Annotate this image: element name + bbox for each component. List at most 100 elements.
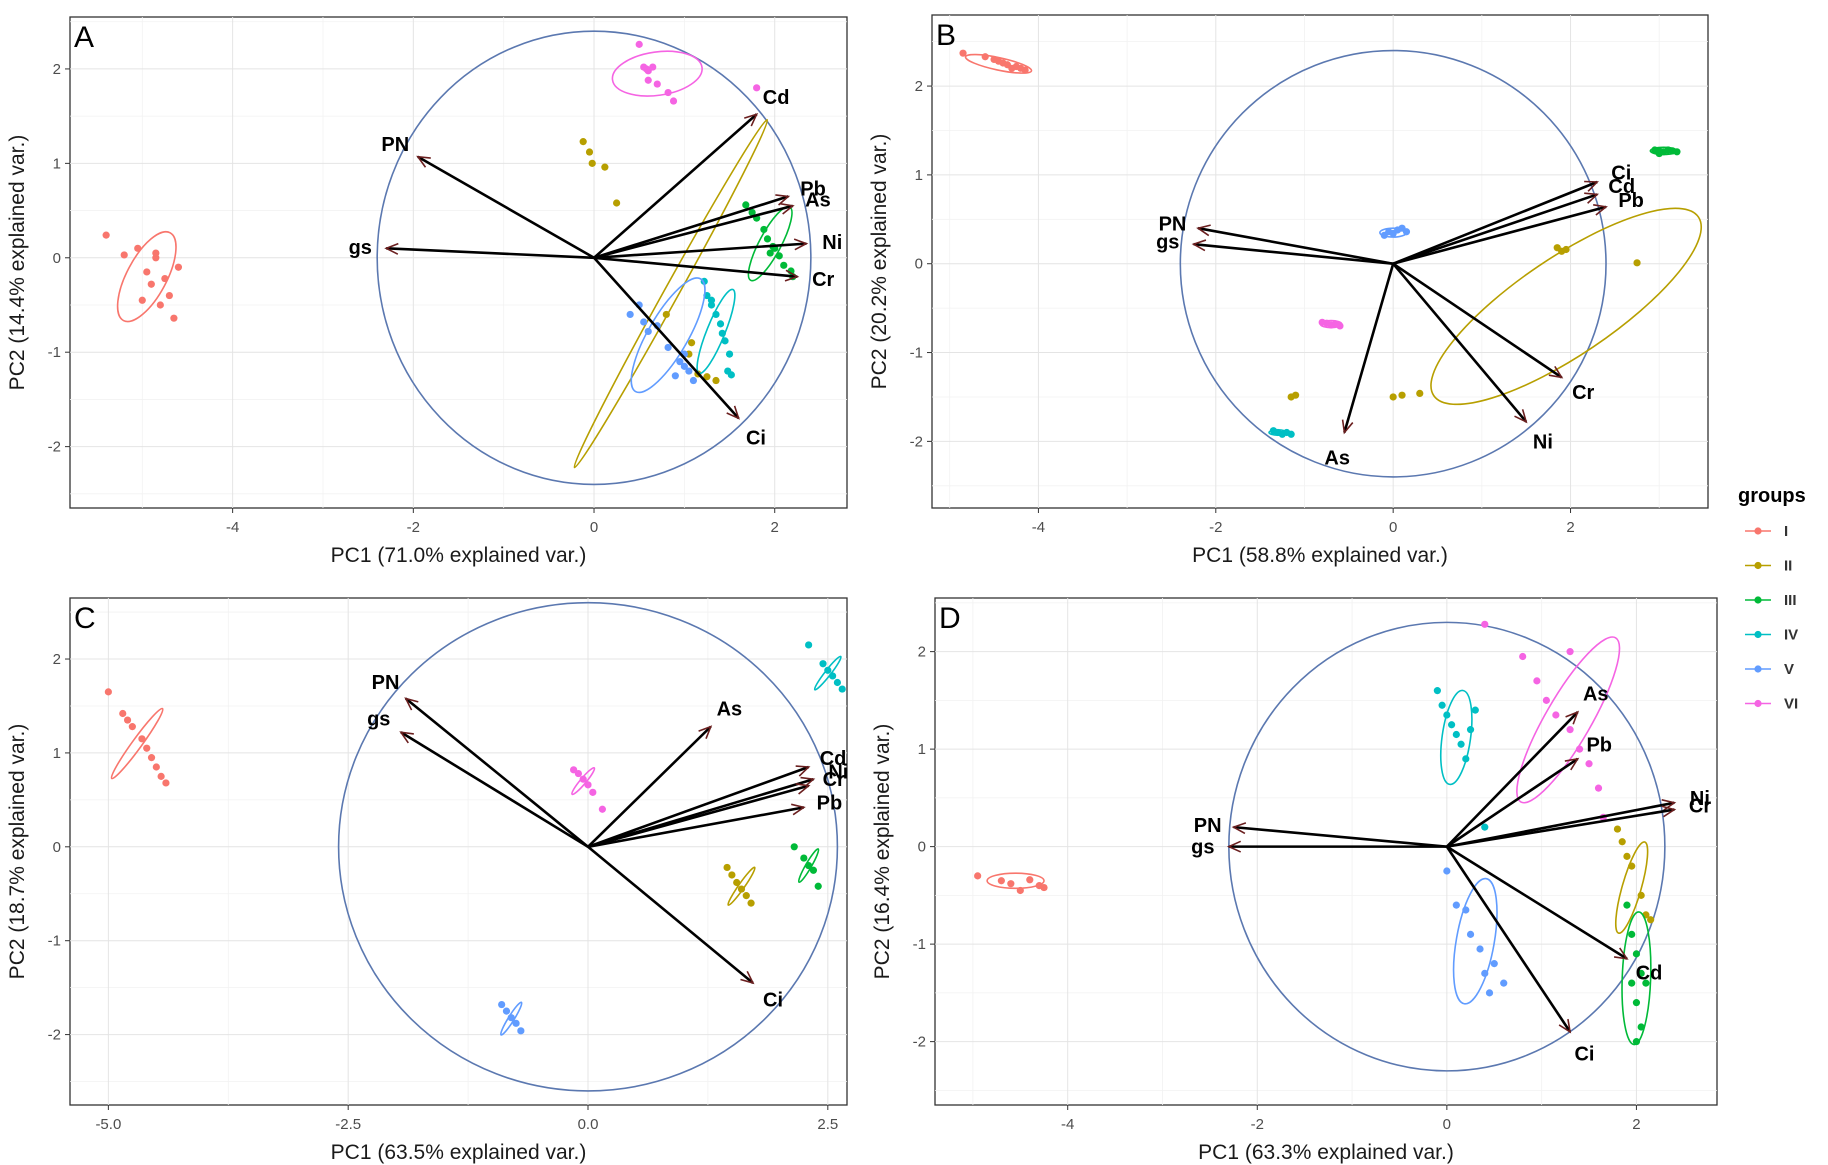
data-point (1438, 701, 1446, 709)
data-point (152, 249, 160, 257)
arrowhead-Ni (1514, 409, 1528, 424)
data-point (1471, 706, 1479, 714)
data-point (162, 779, 170, 787)
y-tick-label: 2 (915, 78, 923, 95)
y-tick-label: 1 (53, 745, 61, 762)
loading-label-PN: PN (372, 672, 400, 694)
x-tick-label: -5.0 (95, 1116, 121, 1133)
data-point (1481, 823, 1489, 831)
data-point (712, 310, 720, 319)
data-point (498, 1000, 506, 1009)
arrow-Pb (1392, 205, 1607, 265)
data-point (1533, 677, 1541, 685)
x-tick-label: 2 (771, 519, 779, 536)
arrowhead-Ci (1584, 180, 1599, 192)
data-point (1628, 979, 1636, 987)
loading-label-Pb: Pb (800, 179, 826, 201)
y-tick-label: 0 (53, 839, 61, 856)
confidence-ellipse (1621, 911, 1652, 1046)
data-point (120, 251, 128, 259)
data-point (1647, 916, 1655, 924)
legend-key-point (1754, 596, 1762, 604)
panel-letter: A (74, 21, 94, 54)
x-tick-label: 0 (1389, 519, 1397, 536)
data-point (819, 660, 827, 668)
data-point (152, 763, 160, 771)
data-point (733, 878, 741, 887)
group-IV (1268, 427, 1295, 438)
data-point (721, 337, 729, 345)
data-point (688, 339, 696, 347)
data-point (1476, 945, 1484, 953)
arrow-gs (386, 247, 595, 260)
data-point (1618, 838, 1626, 846)
y-axis-title: PC2 (16.4% explained var.) (871, 724, 894, 980)
data-point (1542, 696, 1550, 704)
loading-label-Pb: Pb (1618, 190, 1644, 212)
data-point (601, 163, 609, 171)
group-I (102, 231, 183, 323)
arrow-Cr (1446, 808, 1675, 848)
data-point (1402, 228, 1411, 236)
arrow-Cr (1392, 262, 1563, 379)
data-point (1628, 862, 1636, 870)
arrowhead-Pb (775, 194, 791, 206)
data-point (1566, 648, 1574, 656)
arrowhead-As (1341, 419, 1354, 435)
confidence-ellipse (1439, 689, 1473, 786)
x-tick-label: -4 (1061, 1116, 1074, 1133)
y-tick-label: 1 (918, 741, 926, 758)
group-III (1649, 146, 1681, 158)
loading-label-gs: gs (1191, 837, 1214, 859)
data-point (1632, 950, 1641, 958)
data-point (974, 872, 982, 880)
data-point (780, 261, 788, 269)
y-axis-title: PC2 (20.2% explained var.) (868, 134, 891, 390)
x-axis-title: PC1 (71.0% explained var.) (331, 544, 587, 567)
y-tick-label: -2 (913, 1034, 926, 1051)
arrowhead-PN (416, 155, 431, 168)
data-point (1485, 989, 1494, 997)
data-point (165, 291, 173, 300)
data-point (1457, 740, 1465, 748)
loading-label-As: As (1324, 447, 1350, 469)
loading-label-Ni: Ni (828, 762, 848, 784)
x-tick-label: -2 (407, 519, 420, 536)
data-point (1447, 721, 1456, 729)
y-tick-label: -1 (913, 936, 926, 953)
data-point (653, 80, 661, 88)
arrow-Cd (587, 765, 810, 849)
data-point (613, 199, 621, 207)
y-tick-label: -2 (910, 433, 923, 450)
group-II (1613, 825, 1655, 935)
data-point (119, 709, 127, 718)
legend-key-point (1754, 630, 1762, 639)
arrow-Ci (587, 845, 754, 984)
data-point (1562, 245, 1570, 254)
data-point (1416, 389, 1424, 398)
arrow-As (1343, 263, 1395, 433)
arrow-PN (404, 697, 589, 848)
y-tick-label: 1 (53, 155, 61, 172)
x-tick-label: -2 (1251, 1116, 1264, 1133)
data-point (994, 57, 1003, 65)
confidence-ellipse (1430, 207, 1703, 406)
loading-label-Cr: Cr (823, 769, 845, 791)
arrowhead-gs (1191, 239, 1207, 252)
arrowhead-Ci (740, 970, 755, 985)
data-point (800, 854, 808, 862)
data-point (723, 863, 731, 872)
arrow-Pb (1446, 757, 1579, 848)
data-point (680, 362, 688, 370)
data-point (579, 138, 587, 146)
data-point (760, 225, 768, 234)
data-point (1633, 259, 1641, 267)
data-point (664, 88, 672, 97)
data-point (1585, 760, 1593, 768)
arrowhead-Pb (1564, 757, 1580, 771)
data-point (1490, 960, 1498, 968)
data-point (1552, 711, 1560, 719)
